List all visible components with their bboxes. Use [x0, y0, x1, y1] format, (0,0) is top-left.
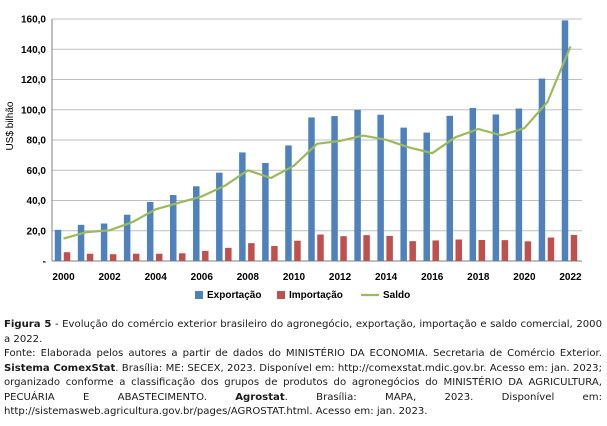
legend-swatch-importacao	[277, 291, 285, 299]
x-tick-label: 2002	[98, 272, 121, 283]
chart: - 20,0 40,0 60,0 80,0 100,0 120,0 140,0 160,0 US$…	[5, 15, 582, 302]
import-bar	[386, 235, 393, 261]
import-bar	[178, 253, 186, 261]
x-tick-label: 2006	[191, 272, 214, 283]
y-tick-label: 160,0	[21, 15, 46, 26]
x-tick-label: 2022	[559, 272, 582, 283]
y-tick-label: 140,0	[21, 45, 46, 56]
import-bar	[501, 240, 509, 261]
import-bar	[225, 247, 232, 261]
import-bar	[432, 240, 439, 261]
export-bar	[308, 117, 315, 262]
legend-label-importacao: Importação	[289, 290, 343, 301]
export-bar	[54, 229, 62, 261]
import-bar	[363, 235, 370, 261]
import-bar	[455, 239, 463, 261]
x-tick-label: 2000	[52, 272, 75, 283]
x-tick-label: 2008	[237, 272, 260, 283]
y-tick-label: 100,0	[21, 105, 46, 116]
figure-caption: Figura 5 - Evolução do comércio exterior…	[4, 318, 602, 420]
export-bar	[285, 145, 292, 261]
export-bar	[216, 172, 223, 261]
legend-label-exportacao: Exportação	[207, 290, 261, 301]
export-bar	[146, 202, 154, 261]
y-tick-label: 40,0	[27, 196, 47, 207]
source-bold-comexstat: Sistema ComexStat	[4, 362, 116, 374]
x-tick-label: 2004	[145, 272, 168, 283]
saldo-line	[63, 45, 572, 240]
export-bar	[77, 224, 85, 261]
export-bar	[193, 186, 200, 261]
export-bar	[377, 114, 384, 262]
import-bar	[294, 240, 301, 261]
export-bar	[354, 109, 361, 262]
import-bar	[570, 234, 578, 261]
source-text-mid: . Brasília: ME: SECEX, 2023. Disponível …	[4, 362, 602, 403]
import-bar	[409, 241, 416, 261]
y-tick-label: 120,0	[21, 75, 46, 86]
import-bar	[340, 236, 347, 261]
import-bar	[86, 253, 94, 261]
export-bar	[239, 152, 246, 261]
export-bar	[492, 114, 500, 261]
export-bar	[446, 115, 454, 261]
export-bar	[469, 107, 477, 261]
import-bar	[317, 234, 324, 261]
legend-swatch-exportacao	[195, 291, 203, 299]
source-text: Fonte: Elaborada pelos autores a partir …	[4, 348, 602, 359]
import-bar	[109, 254, 117, 261]
export-bar	[331, 116, 338, 261]
import-bar	[524, 241, 532, 261]
import-bar	[202, 250, 209, 261]
figure-label: Figura 5	[4, 319, 52, 330]
x-tick-label: 2016	[421, 272, 444, 283]
export-bar	[169, 195, 177, 261]
source-text-end: . Brasília: MAPA, 2023. Disponível em: h…	[4, 391, 602, 418]
import-bar	[63, 252, 71, 261]
export-bar	[100, 223, 108, 261]
export-bar	[262, 162, 269, 261]
legend-label-saldo: Saldo	[383, 290, 410, 301]
import-bar	[155, 253, 163, 261]
y-tick-label: 60,0	[27, 166, 47, 177]
y-axis-title: US$ bilhão	[5, 101, 16, 150]
import-bar	[547, 237, 555, 261]
figure-title: - Evolução do comércio exterior brasilei…	[4, 319, 603, 345]
export-bar	[423, 132, 430, 261]
export-bar	[515, 108, 523, 261]
import-bar	[271, 246, 278, 261]
x-tick-label: 2010	[283, 272, 306, 283]
y-tick-label: -	[43, 257, 46, 268]
import-bar	[478, 239, 486, 261]
x-tick-label: 2012	[329, 272, 352, 283]
x-tick-label: 2020	[513, 272, 536, 283]
x-tick-label: 2014	[375, 272, 398, 283]
y-tick-label: 80,0	[27, 136, 47, 147]
export-bar	[400, 127, 407, 261]
y-tick-label: 20,0	[27, 226, 47, 237]
import-bar	[132, 253, 140, 261]
import-bar	[248, 243, 255, 261]
x-tick-label: 2018	[467, 272, 490, 283]
export-bar	[561, 20, 569, 261]
source-bold-agrostat: Agrostat	[235, 391, 285, 403]
export-bar	[538, 78, 546, 261]
export-bar	[123, 214, 131, 261]
